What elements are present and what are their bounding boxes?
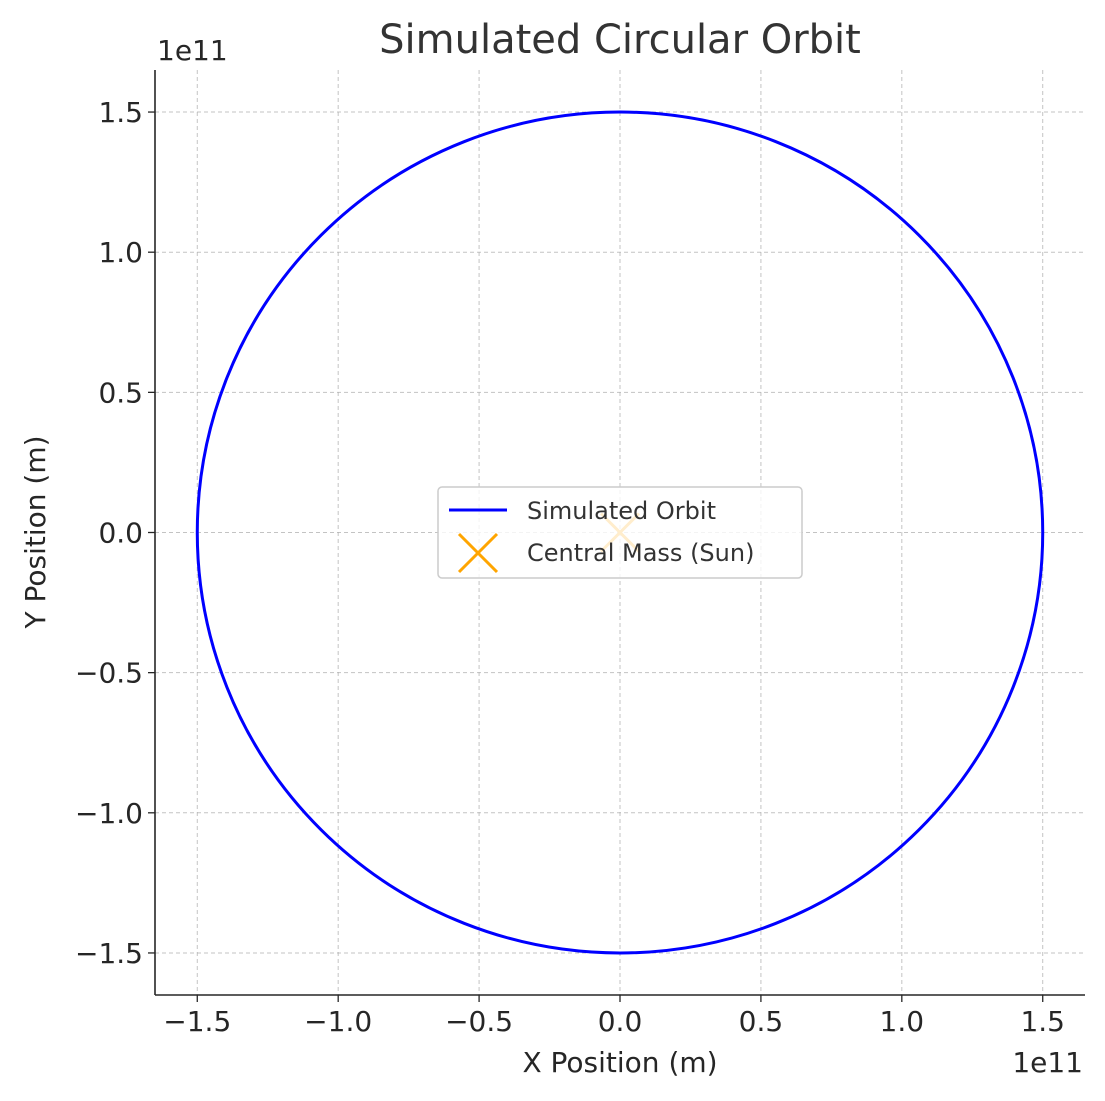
y-offset-label: 1e11	[157, 34, 228, 67]
chart-title: Simulated Circular Orbit	[379, 17, 861, 63]
y-tick-label: 0.5	[98, 376, 143, 409]
x-offset-label: 1e11	[1012, 1046, 1083, 1079]
x-tick-label: 1.5	[1020, 1005, 1065, 1038]
legend-label-orbit: Simulated Orbit	[527, 497, 716, 525]
x-axis-label: X Position (m)	[522, 1046, 717, 1079]
y-tick-label: −1.5	[75, 937, 143, 970]
x-tick-label: −0.5	[445, 1005, 513, 1038]
y-tick-label: −1.0	[75, 797, 143, 830]
y-tick-label: 1.0	[98, 236, 143, 269]
y-tick-label: 0.0	[98, 517, 143, 550]
x-tick-label: −1.0	[304, 1005, 372, 1038]
ticks-layer: −1.5 −1.0 −0.5 0.0 0.5 1.0 1.5 −1.5 −1.0 −0.5 0.0 0…	[75, 96, 1065, 1038]
y-tick-label: −0.5	[75, 657, 143, 690]
legend: Simulated Orbit Central Mass (Sun)	[437, 486, 803, 579]
x-tick-label: 0.0	[598, 1005, 643, 1038]
x-tick-label: −1.5	[163, 1005, 231, 1038]
x-tick-label: 0.5	[739, 1005, 784, 1038]
x-tick-label: 1.0	[880, 1005, 925, 1038]
legend-label-sun: Central Mass (Sun)	[527, 539, 754, 567]
y-tick-label: 1.5	[98, 96, 143, 129]
legend-sun-swatch-stroke-b	[457, 532, 499, 574]
legend-sun-swatch	[457, 532, 499, 574]
y-axis-label: Y Position (m)	[19, 435, 52, 629]
orbit-line	[195, 110, 1045, 955]
legend-frame	[437, 486, 803, 579]
